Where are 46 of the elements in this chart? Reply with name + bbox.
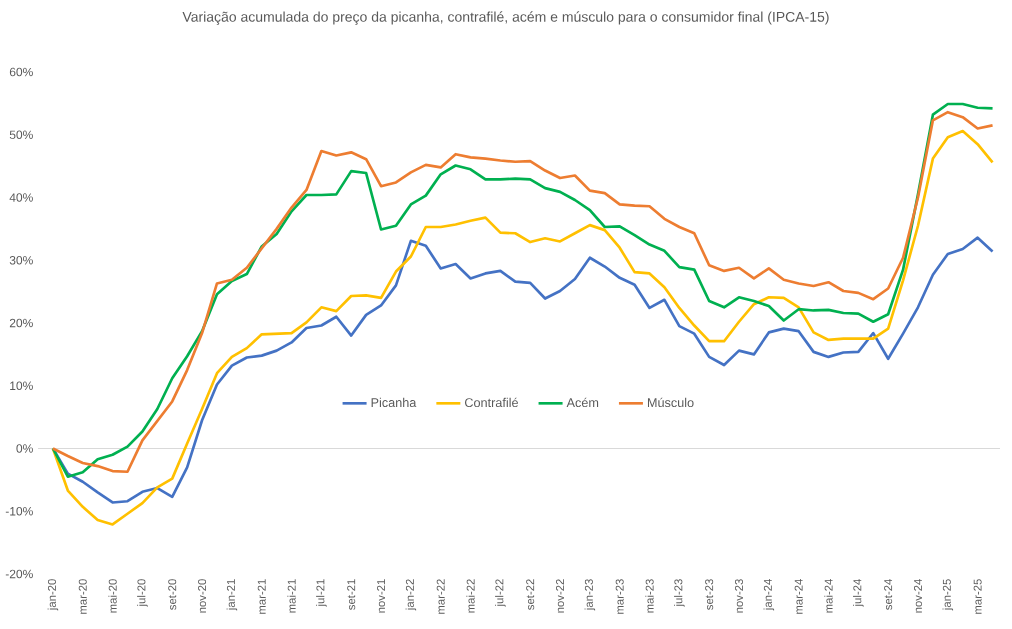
x-tick-label: jul-24 [853, 579, 864, 607]
x-tick-label: mai-21 [287, 579, 296, 613]
x-tick-label: jul-23 [674, 579, 685, 607]
x-tick-label: mar-21 [257, 579, 266, 614]
x-tick-label: jan-24 [763, 579, 775, 611]
x-tick-label: set-22 [526, 579, 535, 610]
x-tick-label: nov-23 [735, 579, 744, 613]
y-tick-label: 60% [9, 67, 33, 77]
x-tick-label: mar-24 [794, 579, 803, 614]
y-tick-label: 30% [9, 256, 33, 265]
x-tick-label: jul-22 [495, 579, 506, 607]
x-tick-label: mar-25 [973, 579, 982, 614]
x-tick-label: mar-23 [615, 579, 624, 614]
x-tick-label: nov-24 [913, 579, 922, 613]
y-tick-label: 50% [9, 130, 33, 140]
y-tick-label: 40% [9, 193, 33, 202]
x-tick-label: mar-22 [436, 579, 445, 614]
x-tick-label: set-23 [705, 579, 714, 610]
x-tick-label: mai-20 [108, 579, 117, 613]
y-tick-label: -10% [5, 507, 33, 516]
y-tick-label: 10% [10, 381, 33, 391]
y-tick-label: 0% [16, 444, 33, 453]
x-tick-label: jan-20 [47, 579, 59, 611]
x-tick-label: jan-23 [584, 579, 596, 611]
y-tick-label: 20% [9, 318, 33, 328]
y-tick-label: -20% [5, 569, 33, 579]
x-tick-label: mai-24 [824, 579, 833, 613]
x-tick-label: set-21 [347, 579, 356, 610]
x-tick-label: set-20 [168, 579, 177, 610]
x-tick-label: set-24 [884, 579, 893, 610]
x-tick-label: jan-22 [405, 579, 417, 611]
x-tick-label: mar-20 [78, 579, 87, 614]
x-tick-label: nov-20 [198, 579, 207, 613]
x-tick-label: nov-22 [556, 579, 565, 613]
legend-label: Acém [566, 397, 599, 408]
chart-title: Variação acumulada do preço da picanha, contrafilé, acém e músculo para o consumidor final (IPCA-15) [182, 11, 829, 25]
x-tick-label: mai-23 [645, 579, 654, 613]
legend-label: Contrafilé [465, 397, 518, 408]
x-tick-label: mai-22 [466, 579, 475, 613]
x-tick-label: jul-20 [137, 579, 148, 607]
legend-label: Picanha [371, 397, 417, 408]
x-tick-label: nov-21 [377, 579, 386, 613]
x-tick-label: jul-21 [316, 579, 327, 607]
legend-label: Músculo [647, 397, 694, 408]
x-tick-label: jan-25 [942, 579, 954, 611]
x-tick-label: jan-21 [226, 579, 238, 611]
